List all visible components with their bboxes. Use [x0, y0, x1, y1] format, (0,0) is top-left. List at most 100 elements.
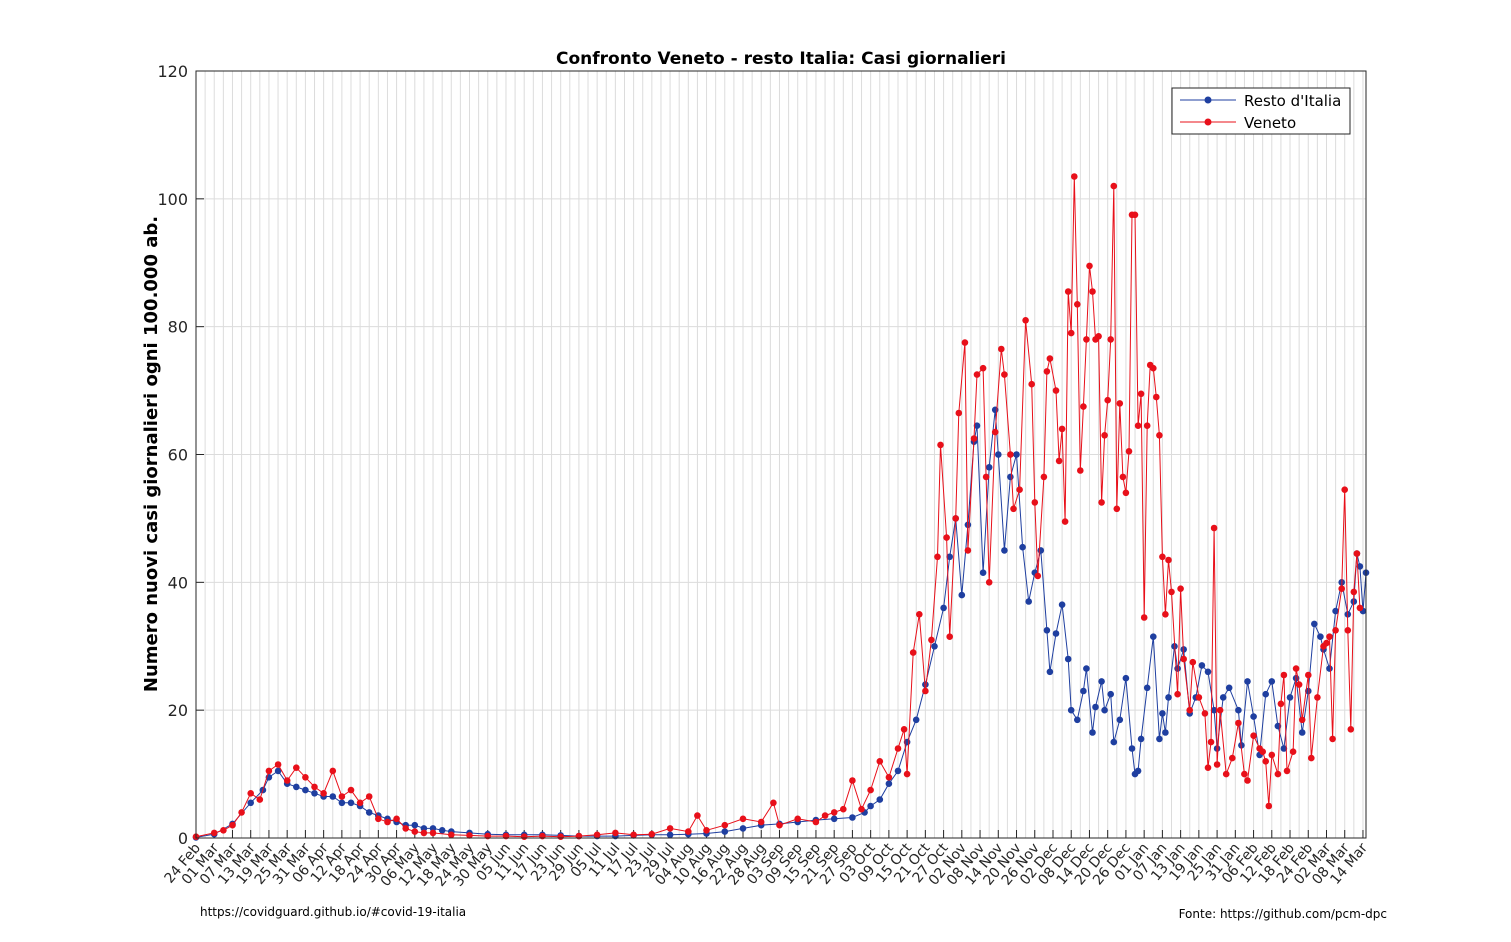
data-point: [1159, 553, 1166, 561]
data-point: [1250, 732, 1257, 739]
data-point: [900, 726, 908, 733]
data-point: [438, 827, 446, 834]
series-line: [195, 409, 1367, 838]
data-point: [1013, 451, 1020, 458]
data-point: [1262, 758, 1269, 765]
data-point: [1219, 694, 1227, 701]
y-tick-label: 80: [168, 318, 188, 337]
data-point: [1028, 380, 1035, 388]
data-point: [1153, 393, 1160, 401]
data-point: [1174, 690, 1181, 698]
data-point: [1080, 403, 1087, 410]
data-point: [1292, 665, 1300, 672]
data-point: [1317, 633, 1324, 640]
data-point: [1165, 694, 1172, 701]
y-axis-label: Numero nuovi casi giornalieri ogni 100.0…: [141, 216, 162, 692]
data-point: [1037, 547, 1045, 554]
y-axis-ticks: 0 20 40 60 80 100 120: [157, 62, 204, 848]
data-point: [694, 812, 701, 819]
data-point: [347, 799, 355, 807]
data-point: [1064, 288, 1072, 295]
data-point: [849, 777, 856, 784]
data-point: [973, 422, 981, 430]
data-point: [1213, 761, 1221, 768]
data-point: [909, 649, 917, 656]
data-point: [338, 799, 346, 807]
data-point: [293, 764, 300, 771]
data-point: [365, 793, 373, 800]
data-point: [1338, 585, 1345, 592]
data-point: [1241, 770, 1248, 778]
data-point: [630, 831, 637, 839]
data-point: [1162, 729, 1169, 736]
data-point: [979, 569, 987, 576]
data-point: [1043, 368, 1051, 375]
y-tick-label: 100: [157, 190, 188, 209]
data-point: [1289, 748, 1297, 755]
data-point: [1162, 611, 1169, 618]
series-veneto: [192, 173, 1364, 840]
data-point: [985, 464, 993, 471]
data-point: [1280, 745, 1288, 752]
data-point: [365, 809, 373, 816]
data-point: [991, 406, 999, 414]
data-point: [1168, 588, 1175, 596]
data-point: [739, 825, 747, 832]
data-point: [220, 827, 227, 834]
data-point: [1052, 387, 1060, 394]
data-point: [1311, 620, 1318, 628]
data-point: [979, 364, 987, 372]
data-point: [1356, 604, 1364, 612]
data-point: [393, 815, 400, 823]
data-point: [466, 832, 473, 839]
data-point: [1125, 448, 1133, 455]
data-point: [964, 547, 972, 554]
data-point: [1225, 684, 1233, 692]
data-point: [448, 831, 455, 839]
data-point: [1064, 655, 1072, 663]
data-point: [1329, 735, 1336, 743]
data-point: [666, 825, 674, 832]
data-point: [247, 799, 254, 807]
data-point: [958, 591, 966, 599]
data-point: [1268, 678, 1276, 685]
data-point: [1332, 627, 1339, 634]
data-point: [1174, 665, 1181, 672]
data-point: [1295, 681, 1303, 688]
data-point: [320, 790, 327, 797]
data-point: [210, 829, 218, 837]
data-point: [1210, 706, 1218, 714]
data-point: [1067, 706, 1075, 714]
legend-label-resto: Resto d'Italia: [1244, 92, 1341, 110]
data-point: [1265, 802, 1273, 810]
data-point: [1235, 706, 1242, 714]
data-point: [256, 796, 264, 803]
data-point: [1298, 729, 1306, 736]
data-point: [703, 827, 710, 834]
data-point: [420, 829, 428, 837]
data-point: [928, 636, 935, 644]
y-tick-label: 0: [178, 829, 188, 848]
data-point: [1156, 735, 1163, 743]
data-point: [943, 534, 950, 541]
data-point: [867, 786, 874, 794]
data-point: [1180, 655, 1187, 663]
data-point: [593, 831, 601, 839]
data-point: [1222, 770, 1230, 778]
data-point: [1092, 703, 1099, 711]
data-point: [1001, 547, 1008, 554]
data-point: [1058, 425, 1066, 433]
data-point: [757, 818, 765, 826]
data-point: [1216, 706, 1224, 714]
data-point: [1198, 662, 1206, 669]
data-point: [402, 825, 410, 832]
data-point: [1016, 486, 1023, 494]
data-point: [812, 818, 820, 826]
data-point: [685, 828, 692, 835]
legend-marker-veneto: [1204, 118, 1212, 126]
data-point: [1201, 710, 1209, 717]
data-point: [1077, 467, 1084, 474]
data-point: [1119, 473, 1127, 481]
data-point: [934, 553, 941, 561]
